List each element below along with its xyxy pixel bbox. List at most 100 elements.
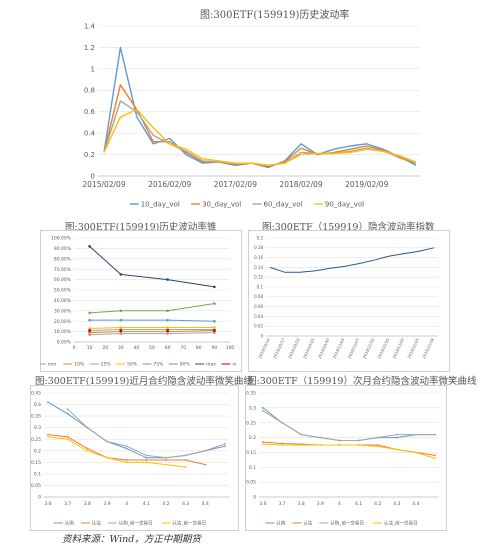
y-tick-label: 0: [253, 495, 256, 501]
data-point: [86, 426, 89, 429]
y-tick-label: 0.12: [254, 275, 263, 280]
series-line-认沽_前一交易日: [262, 443, 436, 459]
x-tick-label: 3.6: [44, 501, 51, 507]
legend-label: 认沽_前一交易日: [172, 520, 206, 527]
legend-label: 认购_前一交易日: [119, 520, 153, 527]
x-tick-label: 2019/10/14: [257, 337, 271, 359]
legend-label: 10_day_vol: [141, 200, 180, 208]
series-line-75%: [89, 319, 215, 322]
data-point: [300, 444, 303, 446]
x-tick-label: 4.2: [162, 501, 169, 507]
x-tick-label: 3.6: [259, 501, 266, 507]
data-point: [262, 406, 264, 409]
data-point: [213, 302, 216, 305]
x-tick-label: 2015/02/09: [82, 180, 125, 189]
y-tick-label: 0.2: [34, 448, 41, 454]
iv-index-chart: 0 0.02 0.04 0.06 0.08 0.1 0.12 0.14 0.16 0.18 0.2 2…: [254, 235, 438, 359]
y-tick-label: 0.2: [84, 151, 95, 159]
data-point: [165, 456, 167, 459]
data-point: [88, 245, 91, 248]
data-point: [434, 433, 436, 436]
y-tick-label: 1.4: [84, 22, 96, 30]
data-point: [213, 285, 216, 289]
data-point: [395, 433, 398, 436]
data-point: [66, 436, 69, 438]
y-tick-label: 0.45: [31, 391, 41, 397]
data-point: [145, 459, 148, 461]
data-point: [88, 311, 91, 315]
series-line-认沽_前一交易日: [47, 436, 186, 468]
data-point: [119, 318, 123, 322]
legend-label: 认沽: [303, 520, 312, 527]
data-point: [119, 309, 123, 313]
data-point: [125, 447, 128, 450]
x-tick-label: 3.7: [64, 501, 71, 507]
data-point: [47, 436, 49, 438]
data-point: [434, 454, 436, 457]
data-point: [66, 408, 69, 411]
x-tick-label: 4.3: [182, 501, 189, 507]
x-tick-label: 3.7: [279, 501, 286, 507]
data-point: [262, 441, 264, 443]
data-point: [357, 444, 360, 446]
data-point: [281, 444, 284, 446]
series-line-50%: [89, 326, 215, 329]
x-tick-label: 40: [134, 345, 140, 351]
series-line-max: [89, 245, 215, 288]
data-point: [434, 457, 436, 460]
x-tick-label: 60: [165, 345, 171, 351]
data-point: [88, 331, 91, 334]
data-point: [319, 436, 322, 439]
data-point: [86, 449, 89, 452]
y-tick-label: 0.6: [84, 108, 96, 116]
legend-label: min: [48, 362, 57, 368]
x-tick-label: 2019/10/30: [317, 337, 331, 359]
x-tick-label: 2019/11/25: [406, 337, 420, 359]
y-tick-label: 100.00%: [51, 236, 72, 242]
source-note: 资料来源：Wind，方正中期期货: [62, 534, 201, 545]
series-line-25%: [89, 329, 215, 332]
x-tick-label: 10: [87, 345, 93, 351]
data-point: [166, 329, 169, 332]
data-point: [66, 412, 69, 415]
data-point: [86, 447, 89, 450]
data-point: [166, 326, 169, 329]
y-tick-label: 0.1: [249, 465, 256, 471]
data-point: [125, 459, 128, 461]
x-tick-label: 3.9: [103, 501, 110, 507]
data-point: [119, 273, 123, 276]
data-point: [166, 332, 169, 335]
y-tick-label: 0.35: [246, 391, 256, 397]
x-tick-label: 2017/02/09: [214, 180, 257, 189]
vol-cone-chart: 0.00% 10.00% 20.00% 30.00% 40.00% 50.00% 60.00…: [40, 236, 237, 368]
y-tick-label: 10.00%: [54, 329, 72, 335]
x-tick-label: 2018/02/09: [279, 180, 322, 189]
data-point: [47, 401, 49, 404]
data-point: [66, 438, 69, 441]
data-point: [145, 461, 148, 464]
fig-cone-caption: 图:300ETF(159919)历史波动率锥: [65, 222, 217, 233]
y-tick-label: 0.04: [254, 314, 263, 319]
series-line-认购: [262, 407, 435, 442]
data-point: [119, 329, 123, 332]
x-tick-label: 4.2: [374, 501, 381, 507]
y-tick-label: 70.00%: [54, 267, 72, 273]
y-tick-label: 0.35: [31, 414, 41, 420]
series-line-IV index: [269, 247, 435, 273]
x-tick-label: 4.1: [355, 501, 362, 507]
x-tick-label: 0: [73, 345, 76, 351]
data-point: [204, 463, 207, 466]
y-tick-label: 90.00%: [54, 246, 72, 252]
y-tick-label: 1.2: [84, 44, 95, 52]
series-line-min: [89, 332, 215, 336]
series-line-认购_前一交易日: [262, 410, 435, 442]
data-point: [166, 318, 169, 322]
x-tick-label: 20: [102, 345, 108, 351]
y-tick-label: 0.2: [249, 435, 256, 441]
data-point: [262, 443, 264, 446]
data-point: [338, 439, 341, 442]
y-tick-label: 0.25: [246, 420, 256, 426]
series-line-90_day_vol: [103, 108, 417, 166]
data-point: [338, 444, 341, 446]
x-tick-label: 4.4: [412, 501, 419, 507]
